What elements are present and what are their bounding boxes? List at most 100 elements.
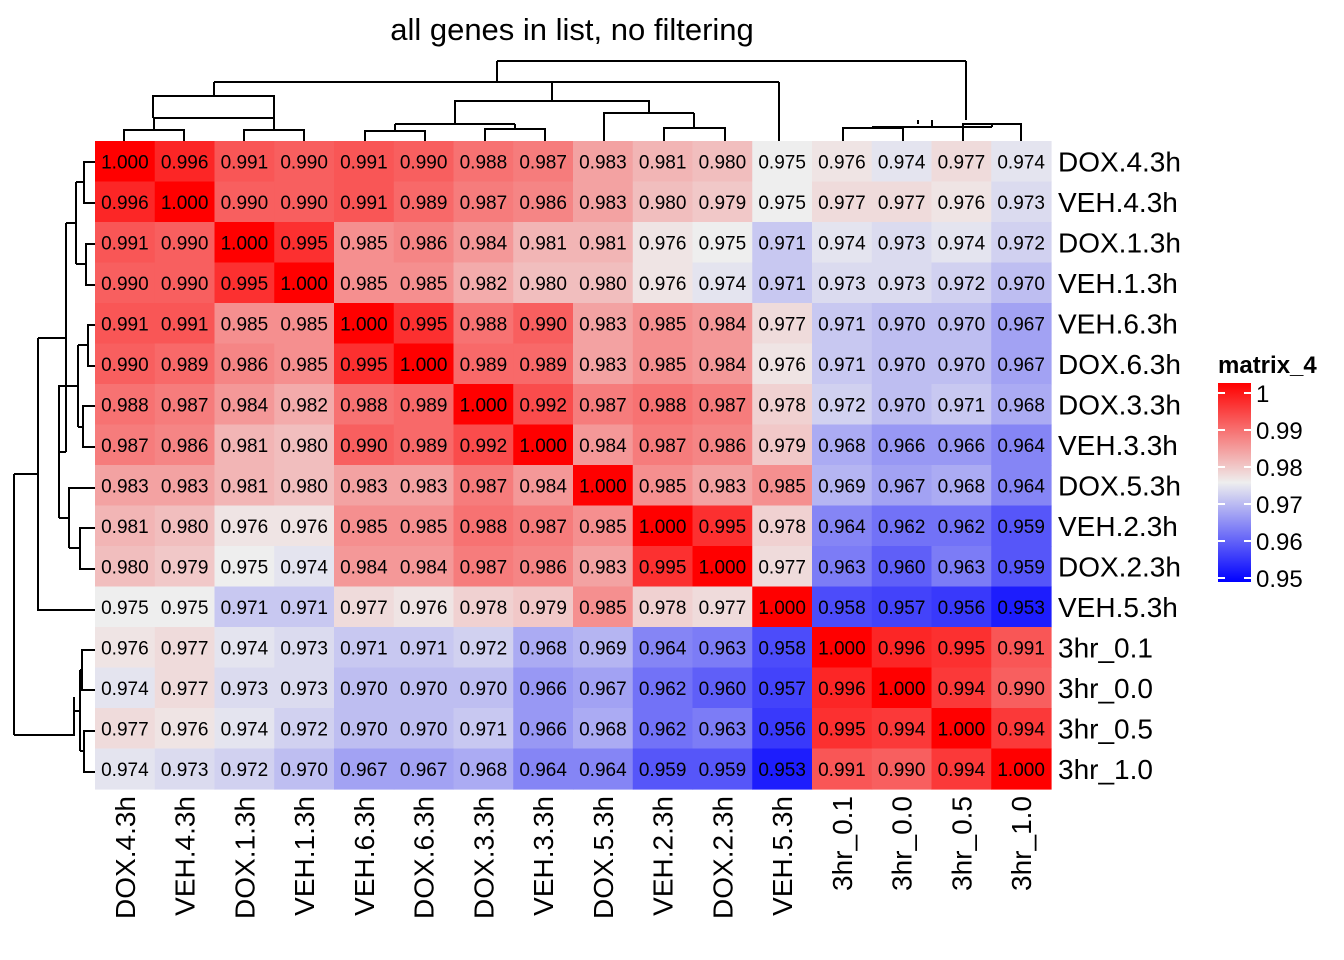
column-dendrogram xyxy=(123,60,1022,141)
heatmap-cell xyxy=(334,424,395,466)
cell-value-label: 0.985 xyxy=(280,355,328,376)
heatmap-cell xyxy=(752,748,813,790)
heatmap-cell xyxy=(632,343,694,385)
cell-value-label: 1.000 xyxy=(639,517,687,538)
cell-value-label: 0.964 xyxy=(997,436,1045,457)
cell-value-label: 0.983 xyxy=(400,476,448,497)
heatmap-cell xyxy=(274,465,335,507)
heatmap-cell xyxy=(154,667,216,709)
cell-value-label: 0.980 xyxy=(639,193,687,214)
heatmap-cell xyxy=(274,222,335,264)
heatmap-cell xyxy=(453,667,514,709)
cell-value-label: 0.967 xyxy=(878,476,926,497)
cell-value-label: 0.970 xyxy=(878,355,926,376)
heatmap-cell xyxy=(692,222,753,264)
heatmap-cell xyxy=(274,546,335,588)
heatmap-cell xyxy=(154,141,216,183)
heatmap-cell xyxy=(214,465,275,507)
heatmap-cell xyxy=(513,384,574,426)
cell-value-label: 0.981 xyxy=(221,436,269,457)
heatmap-cell xyxy=(871,667,933,709)
heatmap-cell xyxy=(871,546,933,588)
heatmap-cell xyxy=(812,343,873,385)
cell-value-label: 0.985 xyxy=(340,517,388,538)
heatmap-cell xyxy=(513,343,574,385)
cell-value-label: 0.995 xyxy=(938,638,986,659)
cell-value-label: 0.967 xyxy=(997,314,1045,335)
heatmap-cell xyxy=(632,262,694,304)
cell-value-label: 0.968 xyxy=(997,395,1045,416)
heatmap-cell xyxy=(632,708,694,750)
heatmap-cell xyxy=(931,627,992,669)
heatmap-cell xyxy=(871,505,933,547)
heatmap-cell xyxy=(214,708,275,750)
cell-value-label: 0.983 xyxy=(340,476,388,497)
cell-value-label: 0.980 xyxy=(699,152,747,173)
cell-value-label: 0.976 xyxy=(101,638,149,659)
cell-value-label: 0.983 xyxy=(101,476,149,497)
heatmap-cell xyxy=(334,627,395,669)
heatmap-cell xyxy=(752,384,813,426)
heatmap-cell xyxy=(752,505,813,547)
cell-value-label: 0.977 xyxy=(758,557,806,578)
heatmap-cell xyxy=(334,465,395,507)
cell-value-label: 0.985 xyxy=(221,314,269,335)
cell-value-label: 0.959 xyxy=(699,760,747,781)
cell-value-label: 0.979 xyxy=(519,598,567,619)
cell-value-label: 0.964 xyxy=(997,476,1045,497)
cell-value-label: 0.977 xyxy=(340,598,388,619)
heatmap-cell xyxy=(812,424,873,466)
cell-value-label: 0.966 xyxy=(519,679,567,700)
cell-value-label: 0.985 xyxy=(639,355,687,376)
cell-value-label: 0.972 xyxy=(221,760,269,781)
cell-value-label: 0.980 xyxy=(579,274,627,295)
cell-value-label: 0.972 xyxy=(818,395,866,416)
cell-value-label: 0.986 xyxy=(519,193,567,214)
heatmap-cell xyxy=(393,667,455,709)
cell-value-label: 1.000 xyxy=(758,598,806,619)
cell-value-label: 0.990 xyxy=(101,274,149,295)
heatmap-cell xyxy=(214,627,275,669)
cell-value-label: 0.953 xyxy=(997,598,1045,619)
cell-value-label: 0.975 xyxy=(221,557,269,578)
heatmap-cell xyxy=(632,181,694,223)
cell-value-label: 0.991 xyxy=(340,193,388,214)
cell-value-label: 1.000 xyxy=(699,557,747,578)
heatmap-cell xyxy=(931,748,992,790)
cell-value-label: 0.985 xyxy=(400,274,448,295)
heatmap-cell xyxy=(214,748,275,790)
cell-value-label: 0.978 xyxy=(758,395,806,416)
cell-value-label: 0.988 xyxy=(460,517,508,538)
cell-value-label: 0.977 xyxy=(938,152,986,173)
heatmap-cell xyxy=(154,262,216,304)
cell-value-label: 0.970 xyxy=(878,314,926,335)
heatmap-cell xyxy=(274,708,335,750)
cell-value-label: 0.988 xyxy=(340,395,388,416)
cell-value-label: 0.984 xyxy=(340,557,388,578)
row-label: 3hr_1.0 xyxy=(1058,754,1153,785)
cell-value-label: 1.000 xyxy=(579,476,627,497)
cell-value-label: 0.991 xyxy=(818,760,866,781)
cell-value-label: 0.973 xyxy=(878,274,926,295)
cell-value-label: 0.980 xyxy=(280,436,328,457)
cell-value-label: 0.971 xyxy=(758,274,806,295)
cell-value-label: 0.995 xyxy=(699,517,747,538)
cell-value-label: 0.991 xyxy=(340,152,388,173)
heatmap-cell xyxy=(812,546,873,588)
heatmap-cell xyxy=(154,343,216,385)
heatmap-cell xyxy=(812,384,873,426)
column-label: VEH.2.3h xyxy=(648,796,679,916)
heatmap-cell xyxy=(573,586,634,628)
heatmap-cell xyxy=(991,708,1052,750)
heatmap-cell xyxy=(334,505,395,547)
heatmap-cell xyxy=(513,505,574,547)
heatmap-cell xyxy=(274,384,335,426)
heatmap-cell xyxy=(453,465,514,507)
heatmap-cell xyxy=(752,465,813,507)
heatmap-cell xyxy=(692,424,753,466)
row-label: DOX.5.3h xyxy=(1058,470,1181,501)
heatmap-cell xyxy=(752,181,813,223)
heatmap-cell xyxy=(453,708,514,750)
heatmap-cell xyxy=(812,505,873,547)
column-label: DOX.6.3h xyxy=(409,796,440,919)
